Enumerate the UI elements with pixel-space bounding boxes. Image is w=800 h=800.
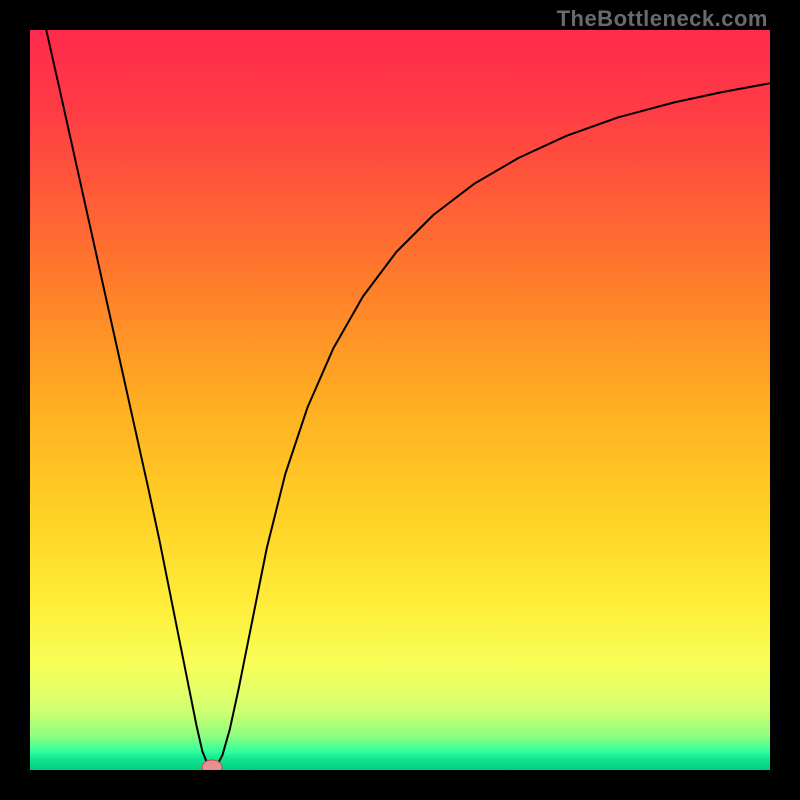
chart-container: TheBottleneck.com (0, 0, 800, 800)
chart-svg (30, 30, 770, 770)
watermark-text: TheBottleneck.com (557, 6, 768, 32)
optimal-point-marker (202, 760, 222, 770)
gradient-background (30, 30, 770, 770)
plot-area (30, 30, 770, 770)
